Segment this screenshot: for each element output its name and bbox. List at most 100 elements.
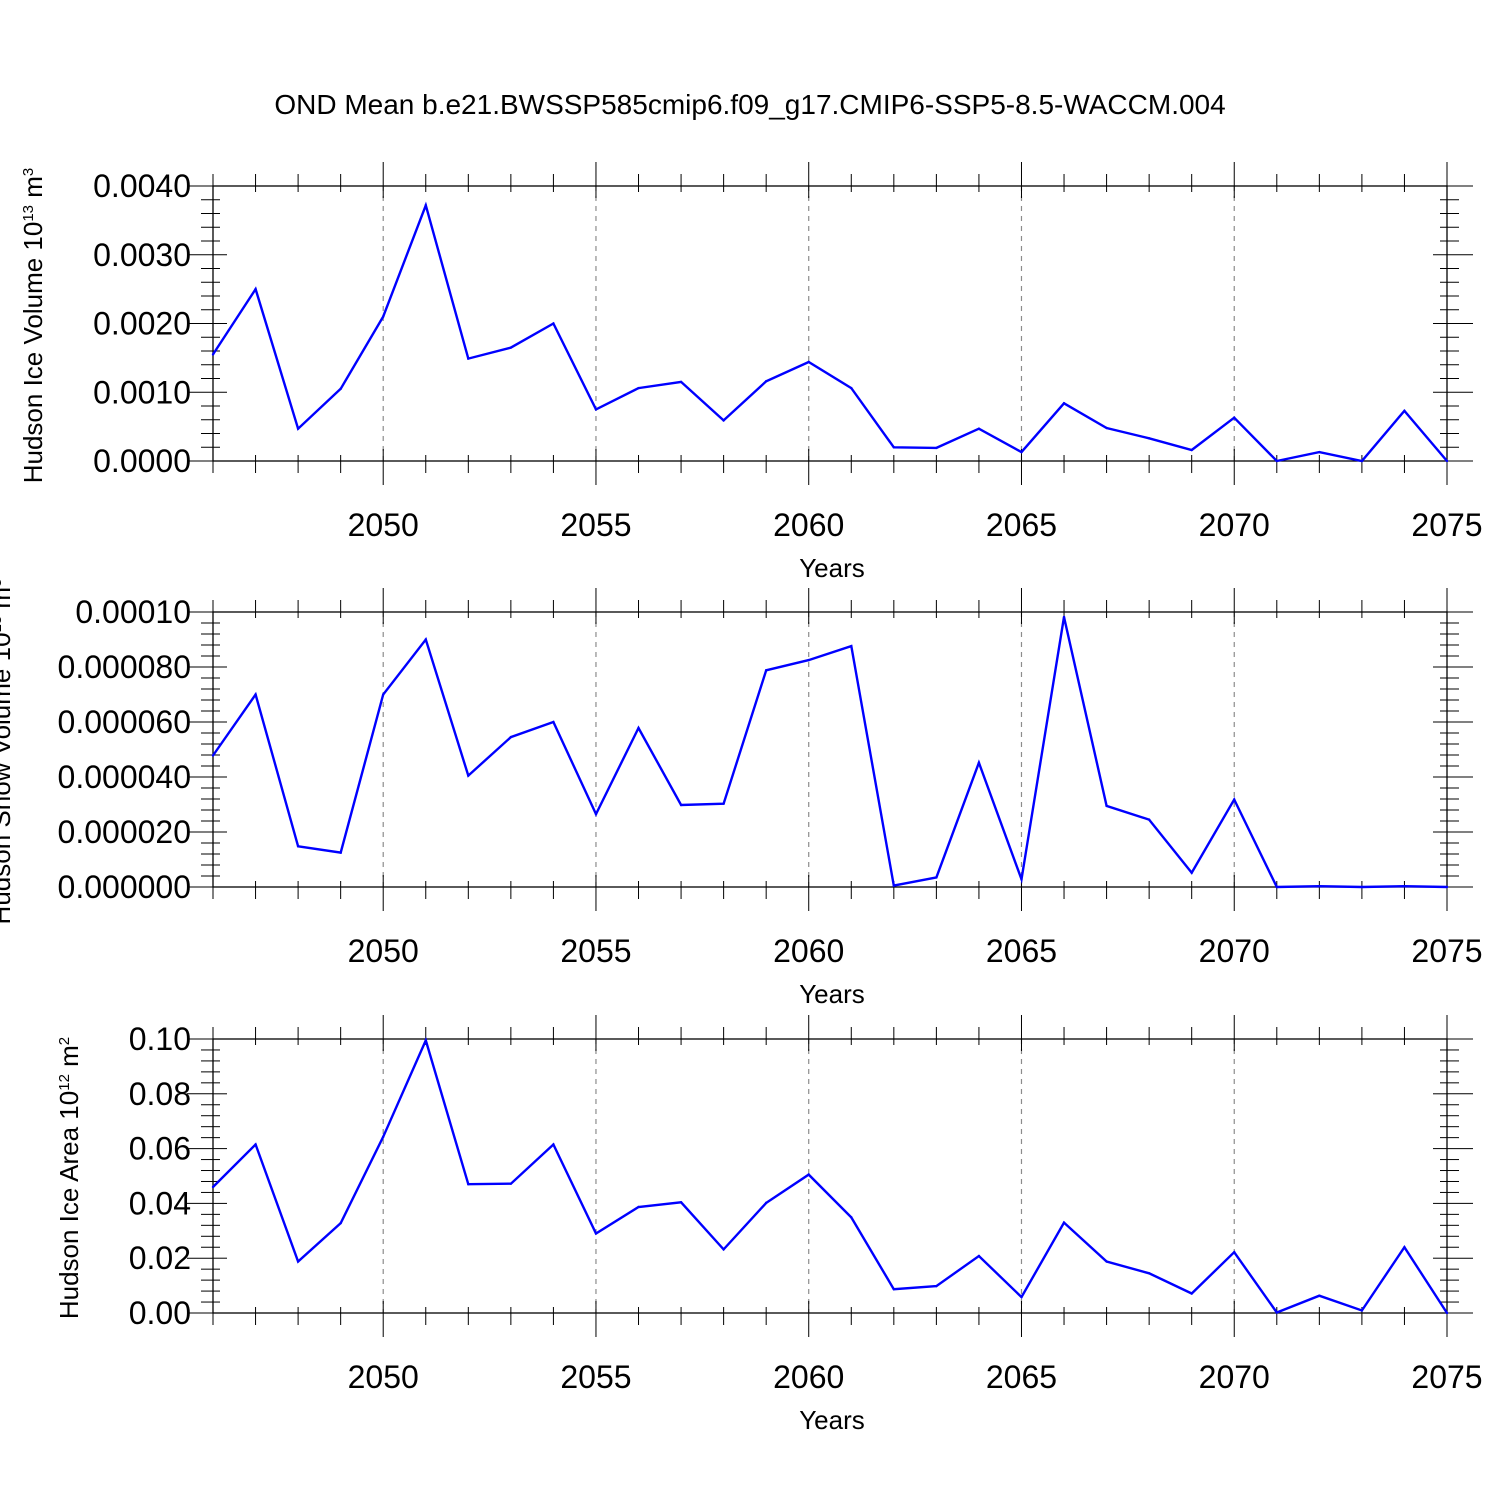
data-point	[722, 1248, 725, 1251]
y-tick-label: 0.000060	[58, 704, 191, 740]
data-point	[552, 1143, 555, 1146]
y-tick-label: 0.0040	[93, 168, 191, 204]
data-point	[382, 1135, 385, 1139]
y-tick-label: 0.0010	[93, 374, 191, 410]
x-tick-label: 2075	[1411, 933, 1482, 969]
data-point	[679, 1201, 683, 1204]
data-point	[1233, 416, 1236, 419]
data-point	[850, 386, 853, 390]
data-point	[552, 322, 555, 325]
data-point	[296, 1260, 300, 1263]
x-tick-label: 2065	[986, 507, 1057, 543]
data-point	[254, 1143, 257, 1146]
data-point	[764, 669, 768, 672]
data-point	[509, 1182, 513, 1185]
data-point	[254, 693, 257, 696]
data-point	[1190, 448, 1193, 452]
data-point	[424, 204, 427, 207]
data-point	[339, 851, 342, 854]
y-tick-label: 0.02	[129, 1240, 191, 1276]
data-point	[722, 802, 725, 805]
x-tick-label: 2060	[773, 507, 844, 543]
data-point	[1062, 1221, 1066, 1224]
y-axis-title-superscript: 3	[0, 579, 5, 587]
x-tick-label: 2065	[986, 1359, 1057, 1395]
y-tick-label: 0.10	[129, 1021, 191, 1057]
y-axis-title-superscript: 13	[20, 205, 37, 222]
data-point	[1062, 402, 1066, 405]
data-point	[424, 1039, 427, 1042]
data-point	[679, 380, 683, 384]
y-tick-label: 0.000080	[58, 649, 191, 685]
data-point	[1105, 1260, 1108, 1263]
data-point	[807, 1173, 810, 1176]
y-axis-title-part: m	[0, 587, 16, 616]
x-tick-label: 2055	[560, 507, 631, 543]
data-point	[296, 845, 300, 848]
data-point	[1020, 450, 1023, 454]
data-point	[1403, 409, 1406, 413]
y-axis-title-part: m	[54, 1045, 84, 1074]
plot-frame	[212, 611, 1448, 888]
plot-frame	[212, 1038, 1448, 1314]
data-point	[935, 876, 938, 879]
data-point	[807, 360, 810, 364]
data-point	[935, 446, 938, 450]
data-point	[722, 419, 725, 422]
data-point	[594, 812, 598, 816]
x-axis-title: Years	[799, 553, 865, 583]
x-tick-label: 2070	[1199, 507, 1270, 543]
data-point	[1147, 1272, 1151, 1275]
panels: 0.0000 0.0010 0.0020 0.0030 0.0040 2050 2055 20…	[0, 162, 1483, 1435]
data-point	[637, 726, 640, 730]
data-point	[1020, 878, 1023, 881]
data-point	[467, 774, 470, 777]
data-point	[382, 315, 385, 318]
y-axis-title: Hudson Ice Volume 1013 m3	[18, 168, 48, 484]
x-tick-label: 2070	[1199, 933, 1270, 969]
y-tick-label: 0.000040	[58, 759, 191, 795]
data-point	[1190, 871, 1193, 874]
data-point	[509, 735, 513, 739]
x-tick-label: 2050	[348, 933, 419, 969]
data-point	[594, 1232, 598, 1235]
data-point	[339, 1221, 342, 1225]
y-tick-label: 0.00010	[75, 594, 191, 630]
data-point	[1318, 884, 1321, 888]
y-axis-title: Hudson Snow Volume 1013 m3	[0, 579, 16, 925]
data-point	[977, 761, 981, 764]
y-tick-label: 0.0030	[93, 237, 191, 273]
y-tick-label: 0.00	[129, 1295, 191, 1331]
x-tick-label: 2070	[1199, 1359, 1270, 1395]
y-tick-label: 0.0020	[93, 306, 191, 342]
data-point	[1275, 1311, 1278, 1314]
data-point	[1318, 450, 1321, 454]
y-tick-label: 0.000020	[58, 814, 191, 850]
data-point	[850, 1216, 853, 1219]
data-point	[1020, 1295, 1023, 1299]
data-point	[339, 387, 342, 391]
data-point	[807, 658, 810, 662]
x-axis-title: Years	[799, 1405, 865, 1435]
x-tick-label: 2075	[1411, 1359, 1482, 1395]
chart-title: OND Mean b.e21.BWSSP585cmip6.f09_g17.CMI…	[274, 89, 1225, 120]
data-point	[1403, 884, 1406, 888]
data-point	[1360, 459, 1364, 463]
data-point	[296, 427, 300, 430]
data-point	[424, 638, 427, 641]
x-tick-label: 2050	[348, 1359, 419, 1395]
data-point	[1360, 885, 1364, 889]
x-tick-label: 2060	[773, 1359, 844, 1395]
data-point	[1318, 1294, 1321, 1297]
data-point	[254, 287, 257, 291]
data-point	[679, 803, 683, 807]
x-tick-label: 2055	[560, 1359, 631, 1395]
y-axis-title-superscript: 3	[20, 168, 37, 176]
data-point	[211, 353, 215, 356]
y-tick-label: 0.0000	[93, 443, 191, 479]
series-line	[212, 616, 1448, 889]
data-point	[1275, 885, 1278, 889]
x-tick-label: 2060	[773, 933, 844, 969]
data-point	[1147, 437, 1151, 440]
